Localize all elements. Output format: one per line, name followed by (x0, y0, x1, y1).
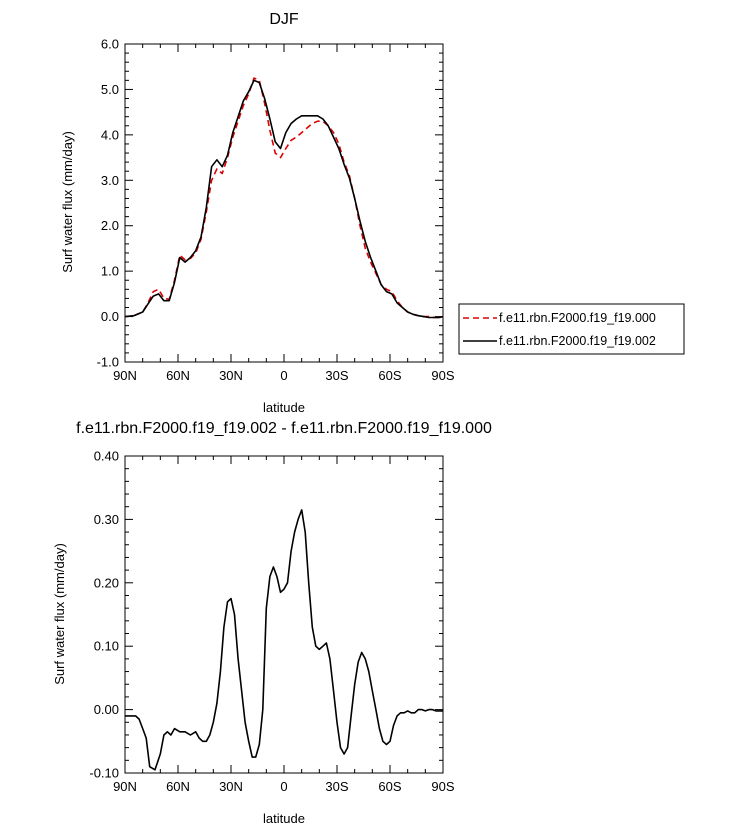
y-tick-label: 0.20 (94, 575, 119, 590)
y-axis-label: Surf water flux (mm/day) (60, 131, 75, 273)
chart-difference: f.e11.rbn.F2000.f19_f19.002 - f.e11.rbn.… (52, 420, 492, 826)
x-tick-label: 30S (325, 779, 348, 794)
chart-title: f.e11.rbn.F2000.f19_f19.002 - f.e11.rbn.… (76, 420, 492, 437)
plot-frame (124, 455, 444, 774)
x-tick-label: 60S (378, 779, 401, 794)
x-tick-label: 30N (219, 368, 243, 383)
x-tick-label: 30N (219, 779, 243, 794)
plot-area: 90N 60N 30N 0 30S 60S 90S 0.40 0.30 0.20 0.10 0.00 -… (89, 449, 455, 795)
y-tick-label: -0.10 (89, 766, 119, 781)
series-line-000 (124, 77, 444, 319)
chart-djf: DJF 90N 60N 30N 0 30S 60S 90S 6.0 5.0 4.0 3.0 2.0 1.… (60, 11, 685, 415)
x-tick-label: 0 (280, 779, 287, 794)
y-tick-label: 0.40 (94, 449, 119, 464)
y-axis-label: Surf water flux (mm/day) (52, 543, 67, 685)
legend: f.e11.rbn.F2000.f19_f19.000 f.e11.rbn.F2… (458, 303, 685, 355)
y-tick-label: 5.0 (101, 82, 119, 97)
legend-entry-series-000: f.e11.rbn.F2000.f19_f19.000 (499, 311, 656, 325)
y-tick-label: -1.0 (97, 355, 119, 370)
y-tick-label: 4.0 (101, 127, 119, 142)
plot-frame (124, 43, 444, 363)
legend-box (458, 303, 685, 355)
x-tick-label: 90N (113, 779, 137, 794)
x-tick-label: 0 (280, 368, 287, 383)
x-tick-label: 90S (431, 779, 454, 794)
x-axis-label: latitude (263, 400, 305, 415)
y-tick-label: 0.0 (101, 309, 119, 324)
y-tick-label: 3.0 (101, 173, 119, 188)
legend-entry-series-002: f.e11.rbn.F2000.f19_f19.002 (499, 334, 656, 348)
x-tick-label: 90N (113, 368, 137, 383)
x-tick-label: 30S (325, 368, 348, 383)
x-tick-label: 60N (166, 368, 190, 383)
y-tick-label: 0.00 (94, 702, 119, 717)
chart-title: DJF (269, 11, 299, 28)
series-line (125, 509, 443, 771)
y-tick-label: 0.30 (94, 512, 119, 527)
x-tick-label: 90S (431, 368, 454, 383)
x-tick-label: 60N (166, 779, 190, 794)
x-tick-label: 60S (378, 368, 401, 383)
y-tick-label: 2.0 (101, 218, 119, 233)
y-tick-label: 1.0 (101, 264, 119, 279)
series-line-002 (124, 79, 444, 319)
y-tick-label: 6.0 (101, 37, 119, 52)
y-tick-label: 0.10 (94, 639, 119, 654)
x-axis-label: latitude (263, 811, 305, 826)
plot-area: 90N 60N 30N 0 30S 60S 90S 6.0 5.0 4.0 3.0 2.0 1.0 0.0… (97, 37, 455, 384)
